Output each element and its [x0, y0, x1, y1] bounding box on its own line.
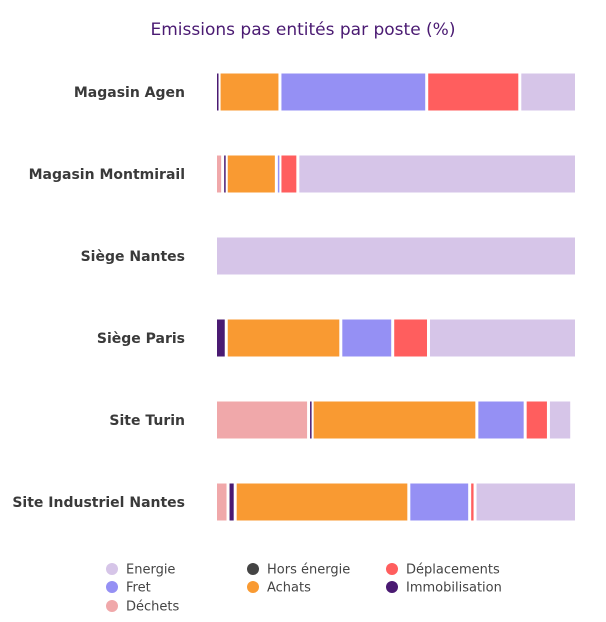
bar-segment [310, 401, 312, 439]
bar-segment [227, 155, 275, 193]
bar-segment [217, 155, 222, 193]
bar-segment [471, 483, 474, 521]
bar-segment [476, 483, 575, 521]
bar-segment [224, 155, 226, 193]
bar-segment [277, 155, 280, 193]
bar-segment [410, 483, 469, 521]
bar-segment [217, 319, 225, 357]
bar-segment [313, 401, 476, 439]
bar-segment [549, 401, 571, 439]
bar-segment [229, 483, 234, 521]
legend-label: Fret [126, 581, 151, 596]
bar-segment [478, 401, 524, 439]
legend-label: Hors énergie [267, 563, 350, 578]
bar-segment [217, 401, 308, 439]
bar-segment [521, 73, 575, 111]
bar-segment [217, 483, 227, 521]
bar-segment [299, 155, 575, 193]
legend-label: Achats [267, 581, 311, 596]
bars-group [217, 73, 575, 521]
bar-segment [281, 155, 297, 193]
legend-marker [106, 581, 118, 593]
legend-marker [386, 581, 398, 593]
legend: Energie Hors énergie Déplacements Fret Achat… [106, 563, 502, 615]
bar-segment [428, 73, 519, 111]
legend-label: Déplacements [406, 563, 500, 578]
bar-segment [430, 319, 575, 357]
category-label: Site Turin [109, 413, 185, 429]
category-label: Site Industriel Nantes [12, 495, 185, 511]
legend-label: Déchets [126, 600, 179, 615]
category-labels: Magasin Agen Magasin Montmirail Siège Nant… [12, 85, 185, 511]
chart-title: Emissions pas entités par poste (%) [151, 20, 456, 40]
bar-segment [217, 237, 575, 275]
category-label: Siège Paris [97, 331, 185, 347]
legend-marker [247, 581, 259, 593]
legend-marker [247, 563, 259, 575]
bar-segment [342, 319, 392, 357]
bar-segment [220, 73, 279, 111]
bar-segment [236, 483, 408, 521]
legend-marker [106, 563, 118, 575]
bar-segment [394, 319, 428, 357]
bar-segment [217, 73, 219, 111]
legend-label: Immobilisation [406, 581, 502, 596]
category-label: Magasin Montmirail [29, 167, 185, 183]
bar-segment [526, 401, 547, 439]
bar-segment [227, 319, 340, 357]
category-label: Siège Nantes [81, 249, 185, 265]
legend-label: Energie [126, 563, 175, 578]
category-label: Magasin Agen [74, 85, 185, 101]
legend-marker [386, 563, 398, 575]
legend-marker [106, 600, 118, 612]
bar-segment [281, 73, 426, 111]
